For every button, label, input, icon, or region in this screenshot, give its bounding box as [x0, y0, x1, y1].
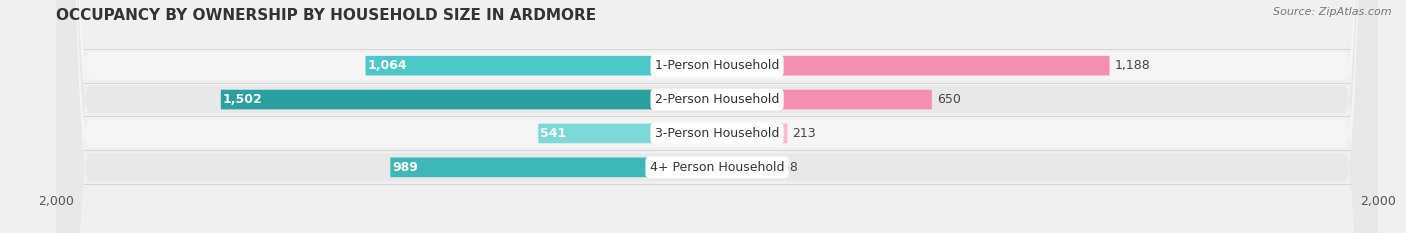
- Text: 1,188: 1,188: [1115, 59, 1150, 72]
- FancyBboxPatch shape: [717, 124, 787, 143]
- FancyBboxPatch shape: [221, 90, 717, 109]
- FancyBboxPatch shape: [56, 0, 1378, 233]
- Text: 4+ Person Household: 4+ Person Household: [650, 161, 785, 174]
- Text: 989: 989: [392, 161, 418, 174]
- FancyBboxPatch shape: [717, 56, 1109, 75]
- Text: 3-Person Household: 3-Person Household: [655, 127, 779, 140]
- Text: 158: 158: [775, 161, 799, 174]
- FancyBboxPatch shape: [56, 0, 1378, 233]
- FancyBboxPatch shape: [717, 158, 769, 177]
- Text: 1-Person Household: 1-Person Household: [655, 59, 779, 72]
- FancyBboxPatch shape: [56, 0, 1378, 233]
- FancyBboxPatch shape: [366, 56, 717, 75]
- Text: OCCUPANCY BY OWNERSHIP BY HOUSEHOLD SIZE IN ARDMORE: OCCUPANCY BY OWNERSHIP BY HOUSEHOLD SIZE…: [56, 7, 596, 23]
- FancyBboxPatch shape: [391, 158, 717, 177]
- Text: Source: ZipAtlas.com: Source: ZipAtlas.com: [1274, 7, 1392, 17]
- FancyBboxPatch shape: [56, 0, 1378, 233]
- FancyBboxPatch shape: [538, 124, 717, 143]
- Text: 213: 213: [793, 127, 815, 140]
- Text: 541: 541: [540, 127, 567, 140]
- FancyBboxPatch shape: [717, 90, 932, 109]
- Text: 1,502: 1,502: [222, 93, 263, 106]
- Text: 2-Person Household: 2-Person Household: [655, 93, 779, 106]
- Text: 1,064: 1,064: [367, 59, 406, 72]
- Text: 650: 650: [936, 93, 960, 106]
